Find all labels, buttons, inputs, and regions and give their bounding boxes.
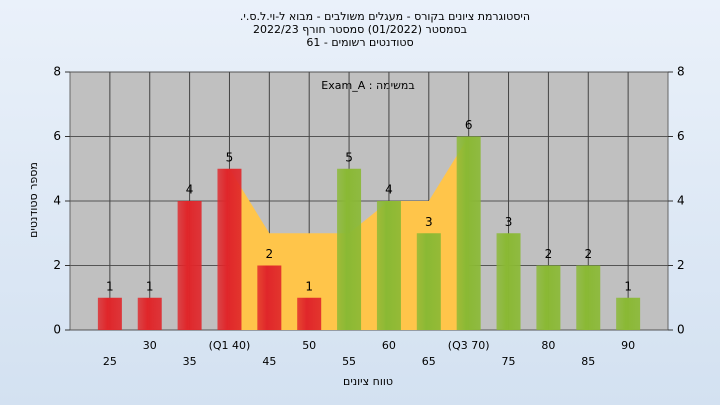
bar: [97, 297, 122, 330]
x-tick-label: 25: [103, 355, 117, 368]
x-tick-label: 45: [262, 355, 276, 368]
bar: [257, 265, 282, 330]
bar: [177, 201, 202, 330]
y-tick-label: 6: [53, 129, 61, 143]
value-label: 3: [425, 215, 433, 229]
subtitle: בסמסטר (01/2022) סמסטר חורף 2022/23: [253, 23, 467, 36]
bar: [456, 136, 481, 330]
value-label: 1: [146, 279, 154, 293]
x-tick-label: 65: [422, 355, 436, 368]
value-label: 2: [266, 247, 274, 261]
x-tick-label: 85: [581, 355, 595, 368]
value-label: 4: [385, 183, 393, 197]
y2-tick-label: 6: [677, 129, 685, 143]
y2-tick-label: 2: [677, 258, 685, 272]
y-tick-label: 2: [53, 258, 61, 272]
value-label: 2: [584, 247, 592, 261]
value-label: 1: [106, 279, 114, 293]
bar: [616, 297, 641, 330]
x-tick-label: 35: [183, 355, 197, 368]
y-axis-label: מספר סטודנטים: [27, 162, 40, 238]
subtitle: סטודנטים רשומים - 61: [306, 36, 413, 49]
x-tick-label: 75: [502, 355, 516, 368]
x-tick-label: (Q1 40): [209, 339, 251, 352]
x-tick-label: (Q3 70): [448, 339, 490, 352]
x-axis-label: טווח ציונים: [343, 375, 393, 388]
y2-tick-label: 0: [677, 323, 685, 337]
y-tick-label: 0: [53, 323, 61, 337]
x-tick-label: 90: [621, 339, 635, 352]
value-label: 4: [186, 183, 194, 197]
value-label: 1: [305, 279, 313, 293]
bar: [496, 233, 521, 330]
value-label: 1: [624, 279, 632, 293]
x-tick-label: 55: [342, 355, 356, 368]
chart-title: היסטוגרמת ציונים בקורס - מעגלים משולבים …: [240, 10, 530, 23]
bar: [137, 297, 162, 330]
value-label: 3: [505, 215, 513, 229]
y-tick-label: 8: [53, 65, 61, 79]
value-label: 5: [226, 150, 234, 164]
x-tick-label: 30: [143, 339, 157, 352]
value-label: 5: [345, 150, 353, 164]
annotation: במשימה : Exam_A: [321, 79, 414, 92]
x-tick-label: 60: [382, 339, 396, 352]
value-label: 6: [465, 118, 473, 132]
y2-tick-label: 8: [677, 65, 685, 79]
bar: [217, 168, 242, 330]
x-tick-label: 50: [302, 339, 316, 352]
bar: [416, 233, 441, 330]
bar: [337, 168, 362, 330]
y-tick-label: 4: [53, 194, 61, 208]
bar: [376, 201, 401, 330]
bar: [536, 265, 561, 330]
y2-tick-label: 4: [677, 194, 685, 208]
bar: [297, 297, 322, 330]
x-tick-label: 80: [541, 339, 555, 352]
bar: [576, 265, 601, 330]
value-label: 2: [545, 247, 553, 261]
